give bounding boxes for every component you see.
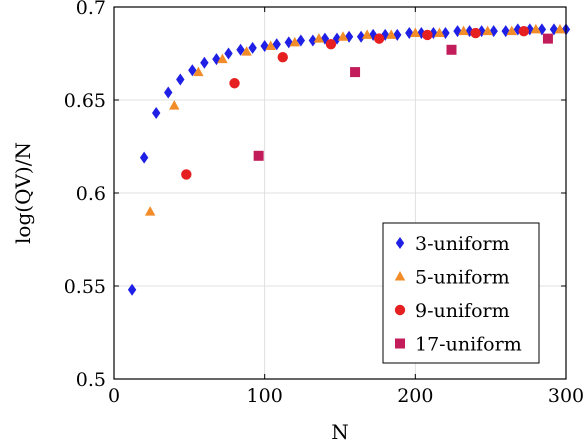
data-point xyxy=(410,27,421,38)
data-point xyxy=(139,151,149,164)
legend-entries: 3-uniform 5-uniform 9-uniform 17-uniform xyxy=(394,233,522,356)
data-marks xyxy=(127,23,571,296)
x-tick-label: 300 xyxy=(548,385,584,407)
data-point xyxy=(241,46,252,56)
data-point xyxy=(506,25,517,36)
data-point xyxy=(441,27,450,40)
x-tick-label: 100 xyxy=(247,385,283,407)
x-axis-label: N xyxy=(331,420,349,444)
data-point xyxy=(277,52,288,63)
legend-entry: 17-uniform xyxy=(395,334,522,356)
data-point xyxy=(518,25,530,37)
legend-entry: 3-uniform xyxy=(395,233,510,255)
y-tick-label: 0.5 xyxy=(76,369,106,391)
data-point xyxy=(272,38,281,51)
y-tick-label: 0.55 xyxy=(64,276,106,298)
data-point xyxy=(344,30,354,43)
data-point xyxy=(422,29,433,41)
data-point xyxy=(313,33,325,43)
data-point xyxy=(151,107,161,120)
data-point xyxy=(542,33,553,44)
data-point xyxy=(176,73,185,86)
data-point xyxy=(248,41,257,54)
data-point xyxy=(501,25,510,38)
series-17-uniform xyxy=(253,33,553,161)
data-point xyxy=(393,28,402,41)
legend: 3-uniform 5-uniform 9-uniform 17-uniform xyxy=(382,222,540,364)
legend-entry: 9-uniform xyxy=(394,300,510,322)
data-point xyxy=(253,150,264,161)
x-tick-label: 200 xyxy=(397,385,433,407)
y-tick-label: 0.7 xyxy=(76,0,106,19)
data-point xyxy=(356,30,366,43)
data-point xyxy=(373,33,385,44)
data-point xyxy=(260,40,269,53)
data-point xyxy=(265,40,276,51)
data-point xyxy=(470,27,481,39)
data-point xyxy=(446,44,457,55)
legend-label: 9-uniform xyxy=(415,300,510,322)
data-point xyxy=(537,23,547,36)
legend-marker xyxy=(395,338,405,349)
data-point xyxy=(361,29,373,39)
data-point xyxy=(188,64,197,77)
data-point xyxy=(169,100,180,110)
data-point xyxy=(530,23,542,34)
legend-marker xyxy=(394,304,406,316)
data-point xyxy=(337,31,349,41)
data-point xyxy=(236,43,245,56)
data-point xyxy=(482,25,493,36)
data-point xyxy=(325,39,337,50)
data-point xyxy=(405,27,414,40)
data-point xyxy=(458,25,469,36)
data-point xyxy=(350,67,361,78)
data-point xyxy=(127,283,137,296)
data-point xyxy=(554,23,566,34)
legend-marker xyxy=(395,237,405,249)
y-axis-label: log(QV)/N xyxy=(11,142,35,244)
data-point xyxy=(386,29,397,39)
data-point xyxy=(144,206,156,216)
data-point xyxy=(200,56,209,69)
data-point xyxy=(513,23,522,36)
data-point xyxy=(549,23,559,36)
data-point xyxy=(212,53,221,66)
legend-marker xyxy=(394,271,406,281)
data-point xyxy=(181,169,192,180)
data-point xyxy=(164,86,173,99)
data-point xyxy=(193,66,204,77)
legend-label: 3-uniform xyxy=(415,233,510,255)
legend-label: 17-uniform xyxy=(415,334,522,356)
legend-entry: 5-uniform xyxy=(394,267,510,289)
series-9-uniform xyxy=(181,25,530,180)
data-point xyxy=(308,34,318,47)
axis-ticks: 0 100 200 300 0.5 0.55 0.6 0.65 0.7 xyxy=(64,0,584,407)
legend-box xyxy=(382,222,540,364)
y-tick-label: 0.6 xyxy=(76,183,106,205)
data-point xyxy=(217,53,228,64)
data-point xyxy=(489,25,498,38)
legend-label: 5-uniform xyxy=(415,267,510,289)
x-tick-label: 0 xyxy=(108,385,120,407)
data-point xyxy=(284,36,293,49)
data-point xyxy=(296,34,306,47)
data-point xyxy=(434,27,445,38)
series-5-uniform xyxy=(144,23,566,216)
data-point xyxy=(224,47,233,60)
y-tick-label: 0.65 xyxy=(64,90,106,112)
data-point xyxy=(289,36,300,47)
data-point xyxy=(229,78,240,89)
data-point xyxy=(453,25,462,38)
